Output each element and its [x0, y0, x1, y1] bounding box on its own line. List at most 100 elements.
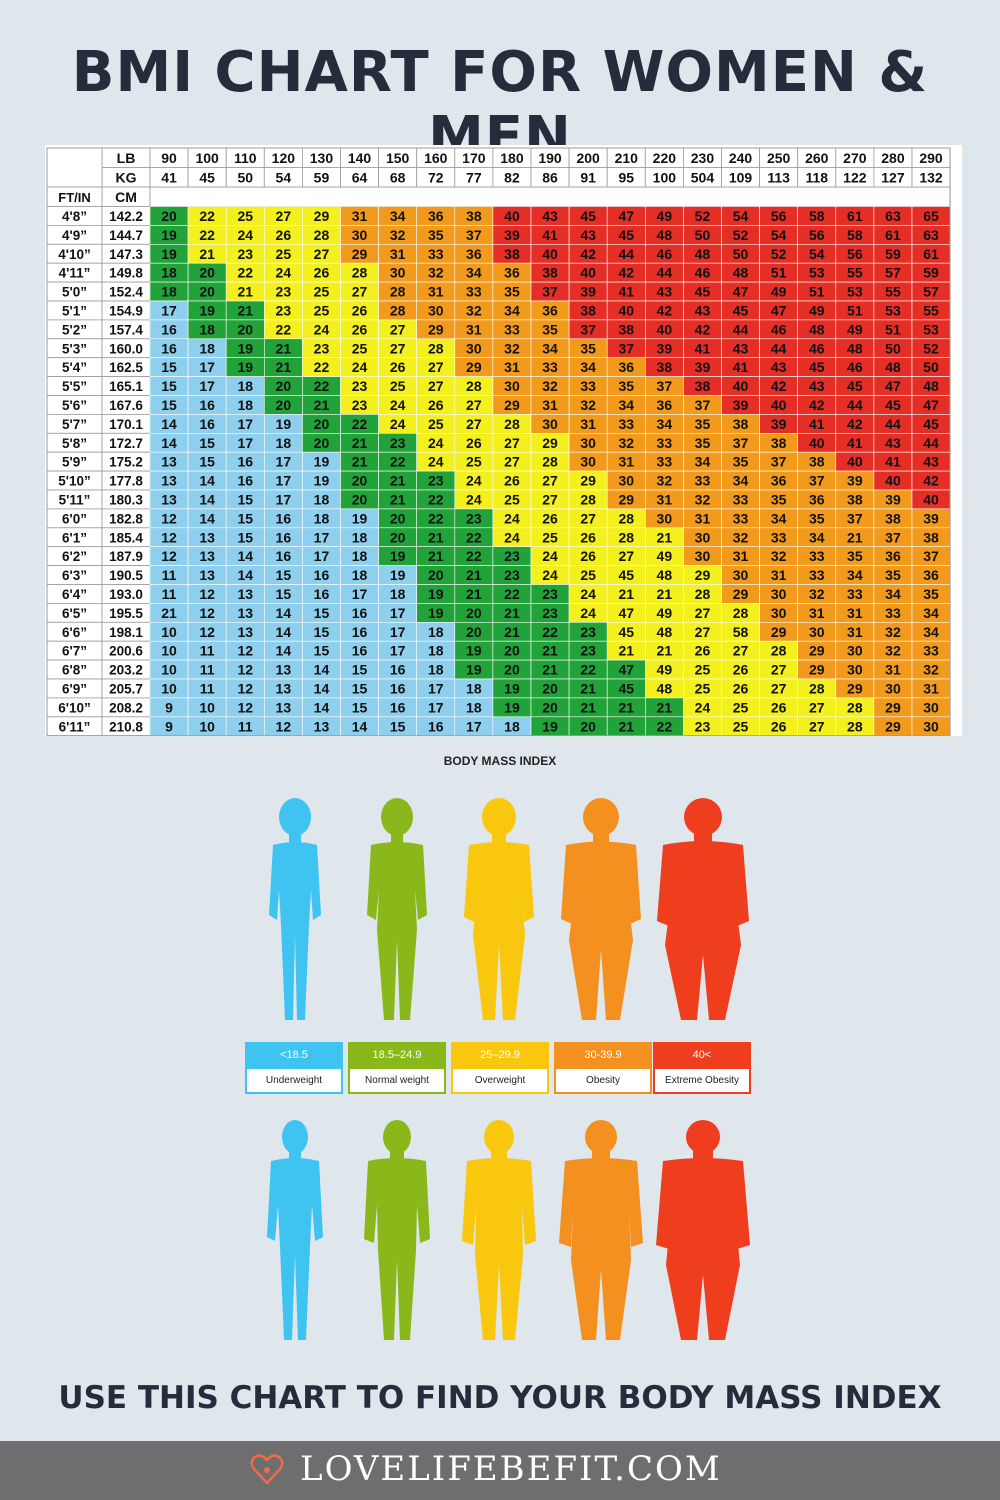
bmi-value: 20: [504, 662, 520, 678]
lb-value: 270: [843, 150, 867, 166]
bmi-value: 16: [161, 340, 177, 356]
footer-bar: LOVELIFEBEFIT.COM: [0, 1441, 1000, 1500]
height-ftin: 6'11”: [59, 719, 91, 734]
bmi-value: 30: [657, 510, 673, 526]
bmi-value: 47: [618, 605, 634, 621]
bmi-value: 27: [428, 378, 444, 394]
bmi-value: 30: [466, 340, 482, 356]
bmi-value: 16: [161, 321, 177, 337]
bmi-value: 31: [504, 359, 520, 375]
bmi-value: 27: [695, 605, 711, 621]
height-cm: 205.7: [109, 682, 143, 697]
bmi-value: 31: [885, 662, 901, 678]
male-figure-underweight: [267, 1120, 323, 1340]
bmi-value: 24: [237, 227, 253, 243]
bmi-value: 16: [390, 699, 406, 715]
bmi-value: 48: [847, 340, 863, 356]
bmi-value: 28: [618, 510, 634, 526]
lb-value: 150: [386, 150, 410, 166]
bmi-value: 34: [885, 586, 901, 602]
bmi-value: 14: [199, 492, 215, 508]
bmi-value: 28: [428, 340, 444, 356]
bmi-value: 31: [847, 624, 863, 640]
bmi-value: 11: [162, 567, 177, 583]
bmi-value: 16: [428, 718, 444, 734]
bmi-value: 23: [352, 397, 368, 413]
bmi-value: 35: [771, 492, 787, 508]
bmi-value: 25: [390, 378, 406, 394]
kg-value: 68: [390, 170, 406, 186]
bmi-table: LB KG FT/IN CM 90 100 110 120 130 140 150 160 170 180…: [45, 145, 962, 736]
bmi-value: 44: [618, 246, 634, 262]
bmi-value: 30: [352, 227, 368, 243]
bmi-value: 14: [314, 662, 330, 678]
bmi-value: 32: [428, 265, 444, 281]
bmi-value: 15: [352, 662, 368, 678]
bmi-value: 37: [809, 473, 825, 489]
bmi-value: 30: [390, 265, 406, 281]
bmi-value: 48: [657, 227, 673, 243]
bmi-value: 29: [885, 718, 901, 734]
bmi-value: 29: [809, 643, 825, 659]
bmi-value: 22: [580, 662, 596, 678]
bmi-value: 34: [466, 265, 482, 281]
bmi-value: 34: [733, 473, 749, 489]
bmi-value: 21: [466, 586, 482, 602]
bmi-value: 17: [466, 718, 482, 734]
bmi-value: 25: [237, 208, 253, 224]
height-ftin: 6'6”: [62, 625, 87, 640]
heart-logo-icon: [250, 1454, 284, 1485]
bmi-value: 20: [314, 416, 330, 432]
height-ftin: 5'0”: [62, 285, 87, 300]
bmi-value: 38: [657, 359, 673, 375]
bmi-value: 26: [390, 359, 406, 375]
kg-value: 59: [314, 170, 330, 186]
bmi-value: 52: [733, 227, 749, 243]
bmi-value: 23: [504, 567, 520, 583]
kg-value: 50: [237, 170, 253, 186]
bmi-legend: <18.5 Underweight 18.5–24.9 Normal weigh…: [245, 1042, 755, 1098]
bmi-value: 33: [847, 586, 863, 602]
bmi-value: 43: [657, 284, 673, 300]
header-cell: [149, 186, 951, 207]
bmi-value: 35: [695, 435, 711, 451]
bmi-value: 36: [771, 473, 787, 489]
bmi-value: 61: [847, 208, 863, 224]
bmi-value: 15: [314, 624, 330, 640]
bmi-value: 12: [161, 529, 177, 545]
bmi-value: 14: [161, 416, 177, 432]
height-cm: 144.7: [109, 228, 143, 243]
bmi-value: 12: [199, 605, 215, 621]
bmi-value: 23: [352, 378, 368, 394]
bmi-value: 27: [466, 416, 482, 432]
bmi-value: 50: [733, 246, 749, 262]
bmi-value: 23: [390, 435, 406, 451]
bmi-value: 10: [161, 643, 177, 659]
bmi-value: 21: [237, 303, 253, 319]
bmi-value: 13: [161, 454, 177, 470]
table-border: [46, 147, 951, 736]
bmi-value: 13: [314, 718, 330, 734]
bmi-value: 16: [237, 454, 253, 470]
footer-site-name[interactable]: LOVELIFEBEFIT.COM: [300, 1449, 722, 1489]
bmi-value: 26: [733, 662, 749, 678]
bmi-value: 10: [161, 662, 177, 678]
bmi-value: 32: [618, 435, 634, 451]
bmi-value: 35: [580, 340, 596, 356]
lb-value: 230: [691, 150, 715, 166]
bmi-value: 28: [847, 699, 863, 715]
bmi-value: 20: [390, 529, 406, 545]
bmi-value: 36: [542, 303, 558, 319]
bmi-value: 56: [771, 208, 787, 224]
bmi-value: 34: [580, 359, 596, 375]
bmi-value: 17: [390, 624, 406, 640]
bmi-value: 21: [199, 246, 215, 262]
bmi-value: 21: [428, 548, 444, 564]
bmi-value: 22: [428, 510, 444, 526]
legend-obesity: 30-39.9 Obesity: [554, 1042, 652, 1096]
bmi-value: 41: [809, 416, 825, 432]
bmi-value: 47: [733, 284, 749, 300]
bmi-value: 37: [885, 529, 901, 545]
bmi-value: 23: [542, 586, 558, 602]
bmi-value: 17: [428, 681, 444, 697]
